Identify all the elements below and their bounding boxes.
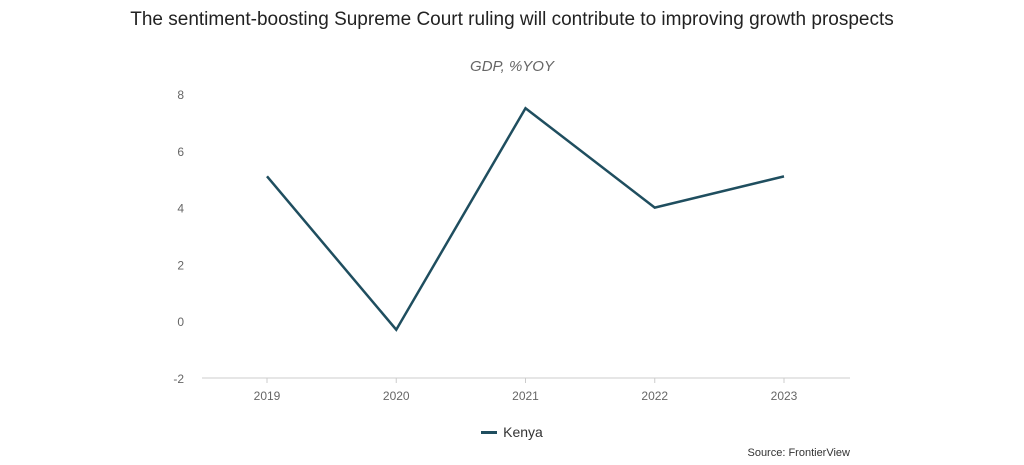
legend-swatch-kenya [481, 430, 498, 434]
legend-label-kenya: Kenya [503, 424, 543, 440]
y-tick-label: 4 [177, 202, 184, 216]
x-tick-label: 2020 [383, 389, 410, 403]
legend: Kenya [0, 424, 1024, 440]
y-tick-label: 8 [177, 88, 184, 102]
x-tick-label: 2023 [771, 389, 798, 403]
series-group [266, 106, 785, 332]
chart-title: The sentiment-boosting Supreme Court rul… [130, 9, 894, 30]
y-tick-label: 6 [177, 145, 184, 159]
x-tick-label: 2022 [641, 389, 668, 403]
y-tick-label: -2 [173, 372, 184, 386]
y-tick-label: 2 [177, 258, 184, 272]
y-axis-ticks: -2 0 2 4 6 8 [173, 88, 184, 386]
y-tick-label: 0 [177, 315, 184, 329]
chart-subtitle: GDP, %YOY [470, 58, 554, 75]
source-note: Source: FrontierView [747, 447, 850, 459]
series-line-kenya [266, 106, 785, 332]
x-axis-ticks: 2019 2020 2021 2022 2023 [254, 378, 798, 403]
x-tick-label: 2021 [512, 389, 539, 403]
x-tick-label: 2019 [254, 389, 281, 403]
